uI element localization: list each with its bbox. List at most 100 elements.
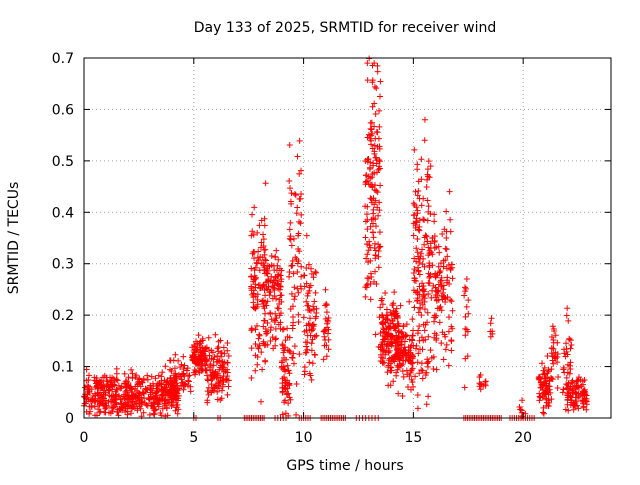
data-point <box>364 177 371 184</box>
data-point <box>255 282 262 289</box>
data-point <box>426 274 433 281</box>
data-point <box>306 326 313 333</box>
data-point <box>292 191 299 198</box>
data-point <box>434 272 441 279</box>
data-point <box>540 410 547 417</box>
x-axis-label: GPS time / hours <box>286 458 403 474</box>
data-point <box>279 341 286 348</box>
data-point <box>429 235 436 242</box>
data-point <box>110 404 117 411</box>
data-point <box>204 372 211 379</box>
y-tick-label: 0.2 <box>52 308 74 324</box>
data-point <box>420 293 427 300</box>
data-point <box>260 231 267 238</box>
data-point <box>215 343 222 350</box>
data-point <box>267 310 274 317</box>
data-point <box>119 395 126 402</box>
data-point <box>421 116 428 123</box>
data-point <box>308 270 315 277</box>
data-point <box>258 349 265 356</box>
data-point <box>411 275 418 282</box>
data-point <box>563 374 570 381</box>
data-point <box>254 361 261 368</box>
data-point <box>364 60 371 67</box>
data-point <box>260 317 267 324</box>
data-point <box>548 366 555 373</box>
data-point <box>387 332 394 339</box>
data-point <box>390 302 397 309</box>
data-point <box>286 177 293 184</box>
data-point <box>131 393 138 400</box>
data-point <box>429 287 436 294</box>
data-point <box>421 298 428 305</box>
data-point <box>417 304 424 311</box>
data-point <box>101 409 108 416</box>
data-point <box>224 359 231 366</box>
data-point <box>551 354 558 361</box>
data-point <box>163 383 170 390</box>
data-point <box>543 374 550 381</box>
data-point <box>179 379 186 386</box>
data-point <box>369 62 376 69</box>
data-point <box>373 85 380 92</box>
data-point <box>214 353 221 360</box>
data-point <box>565 317 572 324</box>
data-point <box>369 130 376 137</box>
data-point <box>580 404 587 411</box>
data-point <box>548 396 555 403</box>
data-point <box>249 211 256 218</box>
data-point <box>312 289 319 296</box>
data-point <box>290 270 297 277</box>
data-points <box>81 55 590 421</box>
data-point <box>414 235 421 242</box>
data-point <box>370 220 377 227</box>
data-point <box>375 212 382 219</box>
data-point <box>86 372 93 379</box>
data-point <box>148 400 155 407</box>
data-point <box>189 344 196 351</box>
data-point <box>565 389 572 396</box>
data-point <box>307 372 314 379</box>
data-point <box>376 244 383 251</box>
data-point <box>441 331 448 338</box>
data-point <box>264 270 271 277</box>
data-point <box>369 103 376 110</box>
data-point <box>312 268 319 275</box>
data-point <box>251 255 258 262</box>
data-point <box>579 381 586 388</box>
data-point <box>192 360 199 367</box>
data-point <box>225 383 232 390</box>
data-point <box>419 261 426 268</box>
data-point <box>166 392 173 399</box>
data-point <box>425 208 432 215</box>
data-point <box>168 402 175 409</box>
data-point <box>207 373 214 380</box>
data-point <box>125 374 132 381</box>
data-point <box>172 388 179 395</box>
data-point <box>291 284 298 291</box>
data-point <box>252 281 259 288</box>
data-point <box>224 391 231 398</box>
data-point <box>407 349 414 356</box>
data-point <box>105 380 112 387</box>
data-point <box>413 258 420 265</box>
data-point <box>411 304 418 311</box>
data-point <box>398 330 405 337</box>
data-point <box>173 402 180 409</box>
data-point <box>254 260 261 267</box>
data-point <box>541 364 548 371</box>
data-point <box>205 384 212 391</box>
data-point <box>376 165 383 172</box>
data-point <box>216 385 223 392</box>
data-point <box>159 369 166 376</box>
data-point <box>413 342 420 349</box>
data-point <box>415 267 422 274</box>
data-point <box>268 316 275 323</box>
data-point <box>276 312 283 319</box>
data-point <box>218 395 225 402</box>
data-point <box>414 192 421 199</box>
data-point <box>254 291 261 298</box>
data-point <box>543 395 550 402</box>
data-point <box>274 273 281 280</box>
data-point <box>387 340 394 347</box>
